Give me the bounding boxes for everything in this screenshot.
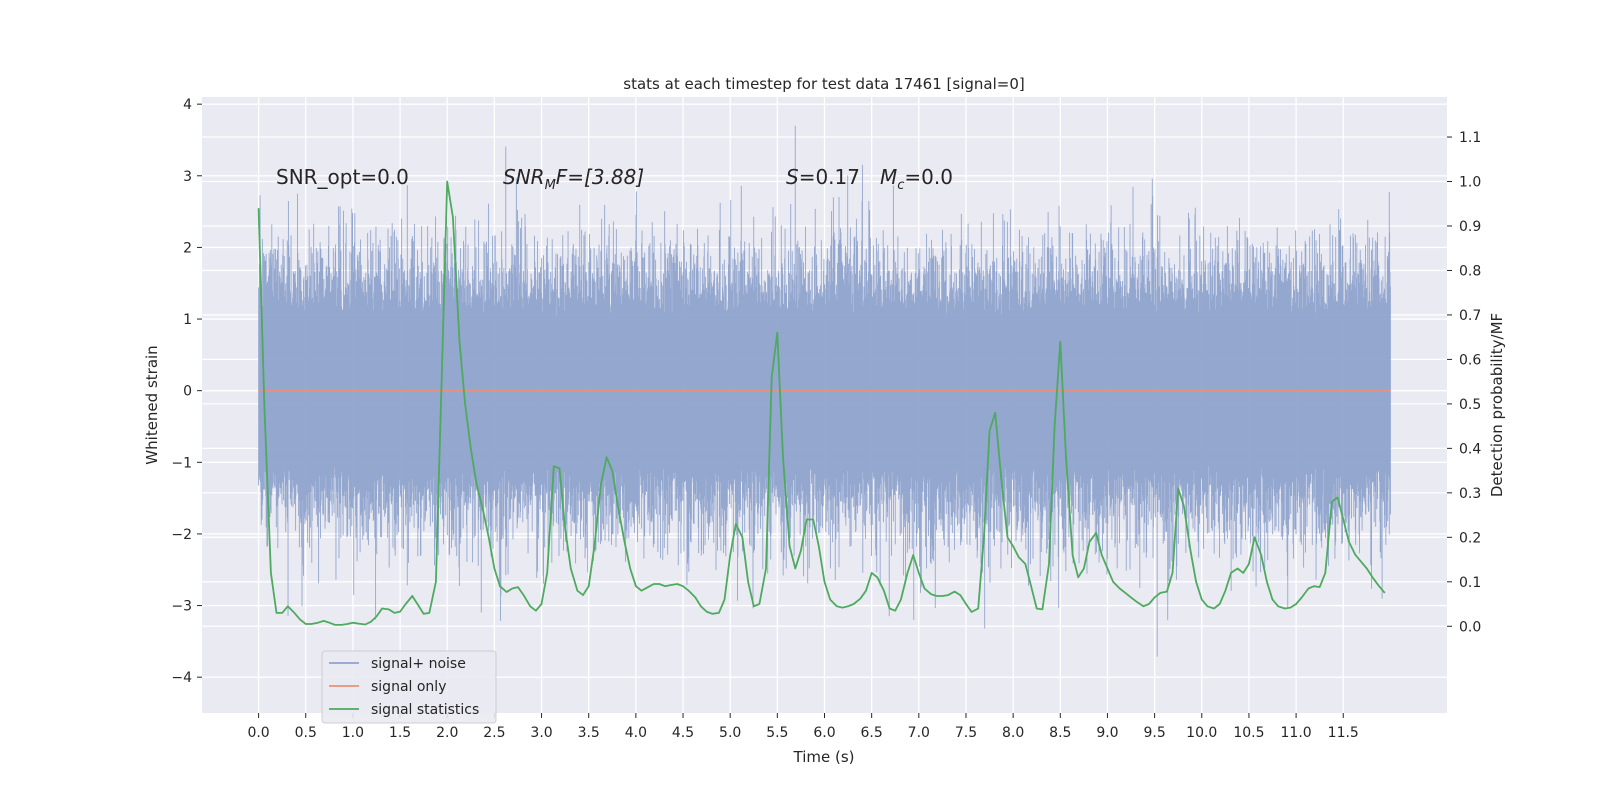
annotation-s: S=0.17 (786, 165, 860, 189)
y-left-tick-label: −1 (171, 455, 192, 471)
annotation-mc: Mc=0.0 (880, 165, 953, 193)
chart-title: stats at each timestep for test data 174… (623, 75, 1024, 93)
legend-box (321, 650, 497, 724)
y-right-tick-label: 0.8 (1459, 263, 1481, 279)
y-left-tick-label: −3 (171, 599, 192, 615)
legend-label-noise: signal+ noise (371, 656, 466, 672)
x-tick-label: 6.5 (861, 725, 883, 741)
x-tick-label: 1.5 (389, 725, 411, 741)
y-left-tick-label: −4 (171, 670, 192, 686)
x-tick-label: 5.0 (719, 725, 741, 741)
annotation-snr-opt: SNR_opt=0.0 (276, 165, 409, 189)
x-tick-label: 3.0 (530, 725, 552, 741)
y-right-tick-label: 0.5 (1459, 397, 1481, 413)
y-left-axis-label: Whitened strain (143, 345, 161, 464)
x-tick-label: 5.5 (766, 725, 788, 741)
x-tick-label: 1.0 (342, 725, 364, 741)
x-tick-label: 9.5 (1143, 725, 1165, 741)
x-tick-label: 8.5 (1049, 725, 1071, 741)
y-left-tick-label: 2 (183, 240, 192, 256)
noise-trace (258, 125, 1391, 657)
y-right-tick-label: 0.9 (1459, 219, 1481, 235)
x-tick-label: 9.0 (1096, 725, 1118, 741)
x-tick-label: 3.5 (578, 725, 600, 741)
x-tick-label: 0.5 (295, 725, 317, 741)
legend-label-stats: signal statistics (371, 702, 479, 718)
x-axis-ticks: 0.0 0.5 1.0 1.5 2.0 2.5 3.0 3.5 4.0 4.5 5.0 5.5 6.0 6… (247, 713, 1359, 741)
series-signal-plus-noise (258, 125, 1391, 657)
y-left-tick-label: 0 (183, 384, 192, 400)
stats-line (257, 180, 1386, 626)
x-tick-label: 2.0 (436, 725, 458, 741)
y-right-tick-label: 1.1 (1459, 130, 1481, 146)
y-right-tick-label: 0.3 (1459, 486, 1481, 502)
y-right-tick-label: 1.0 (1459, 175, 1481, 191)
x-tick-label: 8.0 (1002, 725, 1024, 741)
x-tick-label: 11.5 (1328, 725, 1359, 741)
x-tick-label: 0.0 (247, 725, 269, 741)
y-right-tick-label: 0.6 (1459, 352, 1481, 368)
y-right-axis-label: Detection probability/MF (1488, 313, 1506, 497)
x-tick-label: 7.5 (955, 725, 977, 741)
y-right-tick-label: 0.7 (1459, 308, 1481, 324)
y-left-tick-label: −2 (171, 527, 192, 543)
x-tick-label: 11.0 (1281, 725, 1312, 741)
x-tick-label: 4.5 (672, 725, 694, 741)
y-right-tick-label: 0.2 (1459, 530, 1481, 546)
x-tick-label: 4.0 (625, 725, 647, 741)
y-right-tick-label: 0.0 (1459, 619, 1481, 635)
y-left-tick-label: 4 (183, 97, 192, 113)
y-right-axis-ticks: 1.1 1.0 0.9 0.8 0.7 0.6 0.5 0.4 0.3 0.2 0.1 0.0 (1447, 130, 1481, 635)
y-right-tick-label: 0.4 (1459, 441, 1481, 457)
legend-label-signal: signal only (371, 679, 446, 695)
x-tick-label: 2.5 (483, 725, 505, 741)
y-right-tick-label: 0.1 (1459, 575, 1481, 591)
x-tick-label: 10.0 (1186, 725, 1217, 741)
series-signal-statistics (257, 180, 1386, 626)
y-left-axis-ticks: 4 3 2 1 0 −1 −2 −3 −4 (171, 97, 202, 686)
x-axis-label: Time (s) (793, 748, 855, 766)
x-tick-label: 6.0 (813, 725, 835, 741)
y-left-tick-label: 1 (183, 312, 192, 328)
annotation-snr-mf: SNRMF=[3.88] (503, 165, 644, 193)
legend: signal+ noise signal only signal statist… (321, 650, 497, 724)
x-tick-label: 7.0 (908, 725, 930, 741)
y-left-tick-label: 3 (183, 169, 192, 185)
x-tick-label: 10.5 (1233, 725, 1264, 741)
